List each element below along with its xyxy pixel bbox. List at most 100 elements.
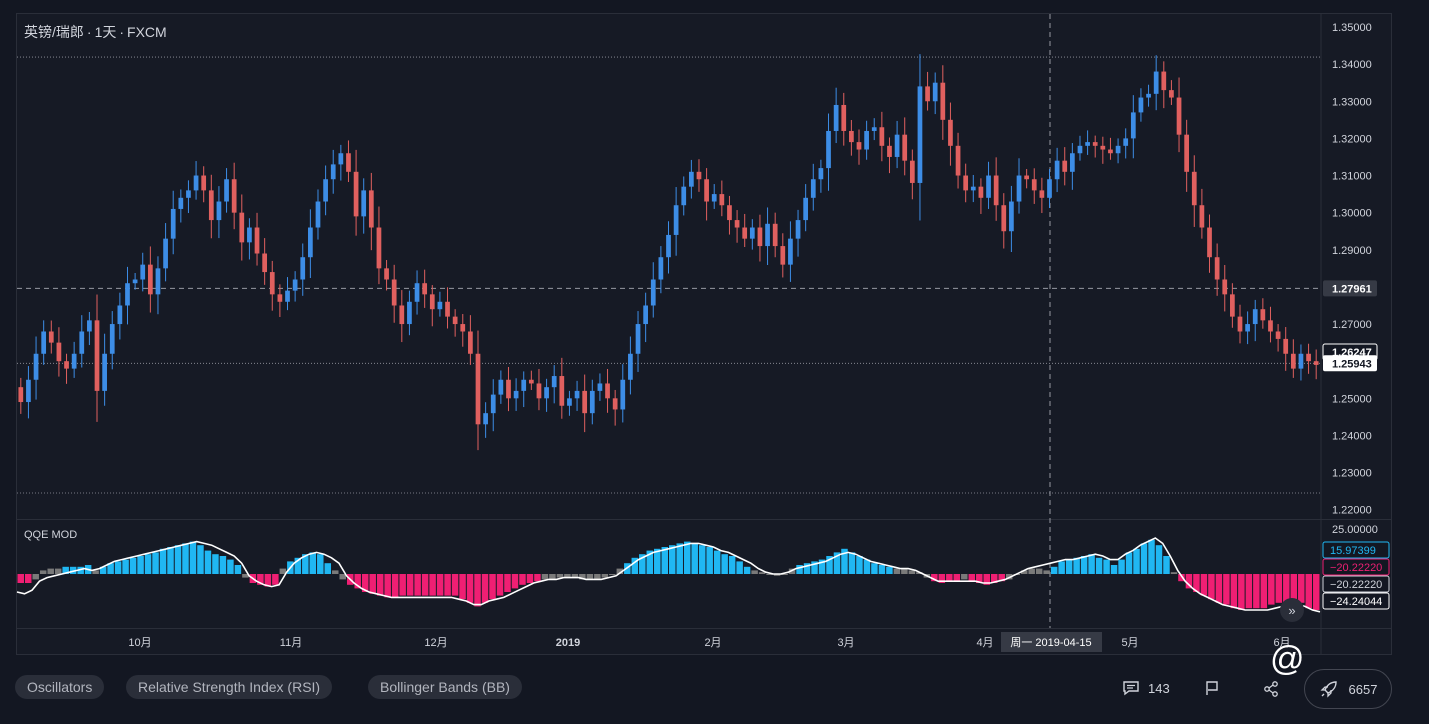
qqe-bar	[129, 557, 137, 574]
chevrons-right-icon: »	[1288, 603, 1295, 618]
qqe-bar	[781, 574, 788, 575]
price-label-box	[1323, 280, 1377, 297]
candle-body	[41, 331, 47, 354]
candle-body	[422, 283, 428, 295]
candle-body	[1001, 205, 1007, 232]
qqe-bar	[99, 566, 107, 574]
candle-body	[688, 171, 694, 187]
candle-body	[544, 387, 549, 399]
candle-body	[26, 379, 31, 403]
candle-body	[1176, 97, 1182, 135]
qqe-bar	[384, 574, 391, 598]
candle-body	[1016, 175, 1022, 202]
qqe-bar	[683, 541, 691, 574]
candle-body	[1062, 160, 1068, 172]
candle-body	[727, 205, 732, 221]
scroll-latest-button	[1280, 598, 1304, 622]
candle-body	[163, 238, 168, 269]
price-tick-label: 1.35000	[1332, 22, 1372, 34]
comment-icon	[1123, 681, 1139, 696]
qqe-bar	[69, 566, 77, 574]
qqe-bar	[1275, 574, 1283, 603]
qqe-bar	[144, 554, 152, 574]
qqe-bar	[1298, 574, 1305, 603]
qqe-bar	[616, 568, 624, 574]
candle-body	[513, 390, 519, 399]
tag-oscillators[interactable]: Oscillators	[15, 675, 105, 699]
qqe-bar	[152, 552, 159, 574]
qqe-bar	[182, 543, 189, 574]
qqe-bar	[811, 561, 818, 574]
candle-body	[772, 223, 778, 247]
candle-body	[1237, 316, 1243, 332]
share-button[interactable]	[1262, 680, 1280, 698]
qqe-bar	[272, 574, 279, 585]
qqe-bar	[47, 568, 54, 574]
candle-body	[1275, 331, 1281, 339]
candle-body	[1100, 145, 1106, 150]
qqe-bar	[219, 556, 227, 574]
qqe-bar	[878, 565, 886, 574]
qqe-bar	[204, 550, 212, 574]
candle-body	[643, 305, 649, 325]
qqe-bar	[54, 568, 62, 574]
qqe-bar	[504, 574, 511, 592]
candle-body	[102, 353, 107, 391]
comments-button[interactable]: 143	[1122, 680, 1170, 696]
candle-body	[628, 353, 633, 380]
qqe-bar	[1230, 574, 1238, 609]
qqe-label-text: −24.24044	[1330, 596, 1382, 608]
candle-body	[1245, 324, 1250, 332]
time-tick-label: 2019	[556, 637, 580, 649]
candle-body	[864, 130, 869, 150]
candle-body	[536, 383, 542, 399]
candle-body	[399, 305, 405, 325]
candle-body	[1069, 153, 1075, 172]
qqe-bar	[414, 574, 421, 596]
candle-body	[711, 194, 717, 202]
candle-body	[330, 164, 336, 180]
candle-body	[1184, 134, 1190, 172]
tag-rsi[interactable]: Relative Strength Index (RSI)	[126, 675, 333, 699]
tag-bollinger[interactable]: Bollinger Bands (BB)	[368, 675, 522, 699]
qqe-bar	[1200, 574, 1208, 596]
qqe-bar	[669, 545, 676, 574]
qqe-bar	[122, 559, 129, 574]
qqe-bar	[1178, 574, 1185, 582]
candle-body	[1191, 171, 1197, 206]
qqe-bar	[429, 574, 436, 596]
candle-body	[826, 130, 831, 169]
qqe-bar	[541, 574, 549, 580]
candle-body	[940, 82, 946, 120]
candle-body	[346, 153, 351, 172]
source-name: FXCM	[127, 24, 167, 40]
candle-body	[1260, 309, 1266, 321]
qqe-bar	[1245, 574, 1253, 609]
indicator-title: QQE MOD	[24, 529, 78, 541]
candle-body	[1039, 190, 1045, 198]
boost-button[interactable]: 6657	[1304, 669, 1392, 709]
candle-body	[1313, 361, 1319, 365]
candle-body	[696, 171, 702, 180]
qqe-bar	[773, 574, 781, 576]
candle-body	[437, 301, 443, 310]
candle-body	[582, 390, 588, 414]
report-button[interactable]	[1204, 680, 1220, 696]
qqe-bar	[1253, 574, 1260, 609]
time-tick-label: 2月	[704, 637, 721, 649]
qqe-bar	[354, 574, 361, 589]
candle-body	[117, 305, 123, 325]
price-tick-label: 1.29000	[1332, 245, 1372, 257]
qqe-bar	[489, 574, 496, 600]
qqe-bar	[227, 559, 234, 574]
qqe-bar	[1185, 574, 1193, 589]
candle-body	[506, 379, 511, 399]
rocket-icon	[1319, 681, 1337, 698]
qqe-bar	[691, 543, 698, 574]
qqe-bar	[257, 574, 264, 585]
candle-body	[254, 227, 260, 254]
candle-body	[1146, 93, 1151, 98]
qqe-bar	[1313, 574, 1320, 610]
candle-body	[765, 223, 770, 247]
